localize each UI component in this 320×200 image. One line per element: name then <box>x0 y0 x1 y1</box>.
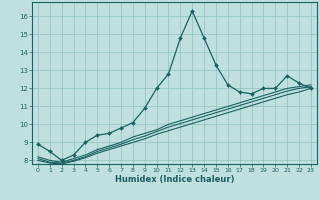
X-axis label: Humidex (Indice chaleur): Humidex (Indice chaleur) <box>115 175 234 184</box>
